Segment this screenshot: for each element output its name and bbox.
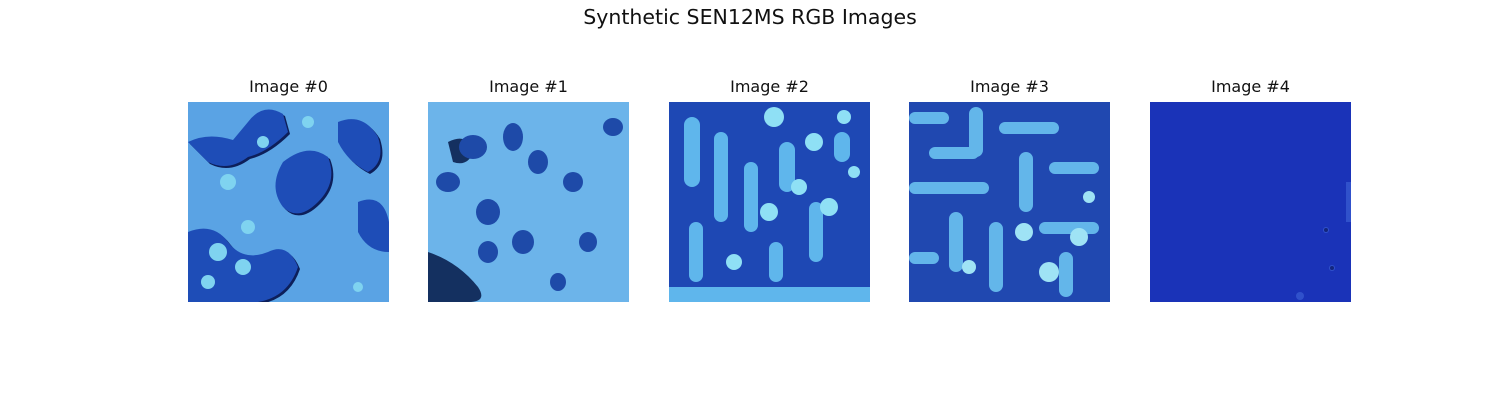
figure-title: Synthetic SEN12MS RGB Images	[583, 5, 917, 29]
image-4	[1150, 102, 1351, 302]
image-title: Image #4	[1211, 77, 1290, 96]
image-panel-4: Image #4	[1150, 76, 1351, 302]
image-1	[428, 102, 629, 302]
image-title: Image #0	[249, 77, 328, 96]
image-panel-3: Image #3	[909, 76, 1110, 302]
image-title: Image #2	[730, 77, 809, 96]
image-title: Image #1	[489, 77, 568, 96]
image-0	[188, 102, 389, 302]
image-3	[909, 102, 1110, 302]
image-2	[669, 102, 870, 302]
image-panel-1: Image #1	[428, 76, 629, 302]
image-panel-0: Image #0	[188, 76, 389, 302]
image-title: Image #3	[970, 77, 1049, 96]
image-panel-2: Image #2	[669, 76, 870, 302]
